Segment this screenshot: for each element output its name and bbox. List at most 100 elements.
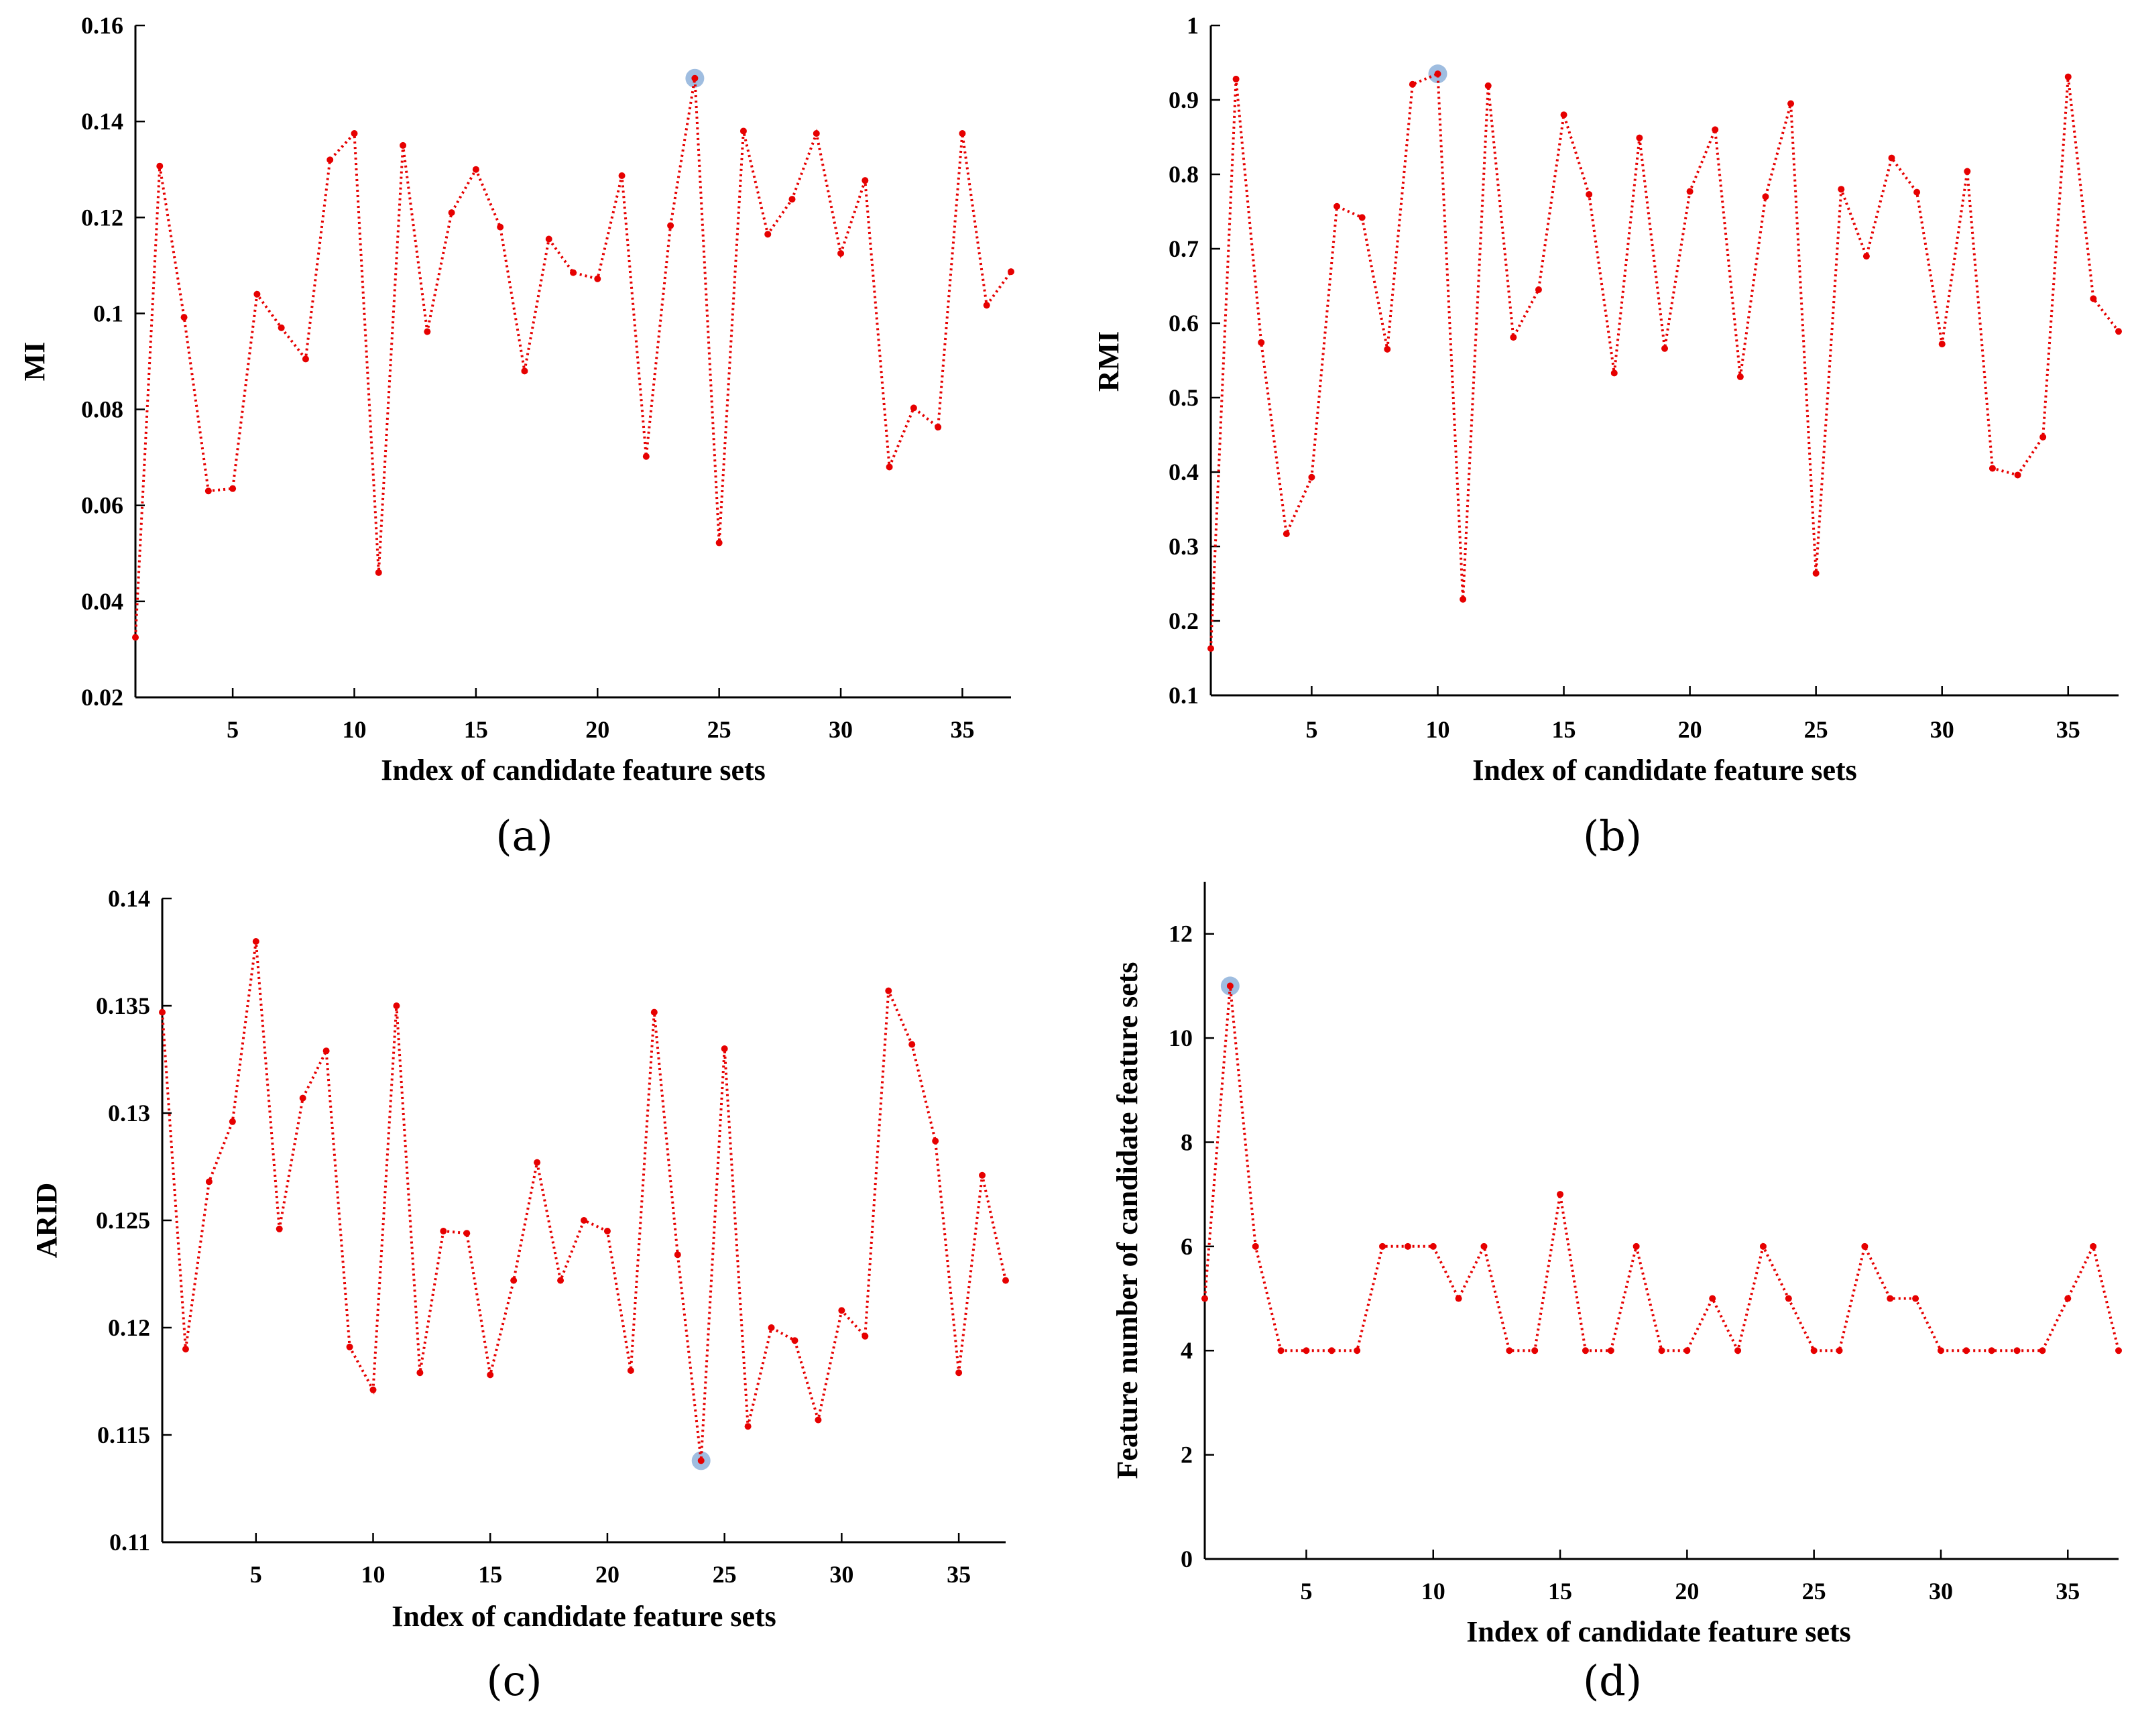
data-point <box>1912 1295 1919 1302</box>
x-tick-label: 20 <box>1678 716 1702 743</box>
data-point <box>2013 1347 2021 1354</box>
data-point <box>545 235 552 243</box>
data-point <box>1709 1295 1716 1302</box>
data-point <box>1226 982 1234 990</box>
data-point <box>667 222 674 229</box>
data-point <box>393 1002 400 1009</box>
data-point <box>1658 1347 1665 1354</box>
data-point <box>252 938 259 945</box>
y-tick-label: 4 <box>1181 1337 1193 1364</box>
data-point <box>983 302 990 309</box>
data-point <box>2039 433 2047 441</box>
y-tick-label: 0.11 <box>109 1529 150 1556</box>
data-point <box>674 1251 681 1259</box>
data-point <box>935 424 942 431</box>
data-point <box>369 1386 377 1393</box>
data-point <box>2064 1295 2072 1302</box>
chart-rmi: 0.10.20.30.40.50.60.70.80.915 10 15 20 25 30 3… <box>1092 12 2122 860</box>
data-point <box>642 453 650 460</box>
data-point <box>2090 1242 2097 1250</box>
data-point <box>1712 126 1719 133</box>
y-tick-label: 0 <box>1181 1546 1193 1572</box>
data-point <box>1409 80 1416 88</box>
data-point <box>276 1225 283 1232</box>
data-point <box>1962 1347 1970 1354</box>
data-point <box>1429 1242 1437 1250</box>
data-point <box>510 1277 518 1284</box>
data-point <box>1661 345 1668 352</box>
data-point <box>2064 73 2072 80</box>
data-point <box>2039 1347 2046 1354</box>
data-point <box>1560 111 1567 119</box>
data-point <box>1683 1347 1691 1354</box>
data-point <box>1358 214 1366 221</box>
data-point <box>691 74 699 82</box>
data-point <box>2090 295 2097 302</box>
y-tick-label: 10 <box>1169 1025 1193 1051</box>
x-tick-label: 30 <box>1930 716 1954 743</box>
data-point <box>205 1178 213 1185</box>
data-point <box>815 1416 822 1424</box>
x-tick-label: 15 <box>1548 1578 1572 1605</box>
y-tick-label: 0.4 <box>1169 459 1199 485</box>
x-tick-label: 35 <box>950 716 974 743</box>
y-tick-label: 0.7 <box>1169 235 1199 262</box>
chart-mi: 0.02 0.04 0.06 0.08 0.1 0.12 0.14 0.16 5 10 15 20 25… <box>18 12 1014 860</box>
data-point <box>180 314 188 321</box>
chart-feature-number: 0 2 4 6 8 10 12 5 10 15 20 25 30 35 Index of candidate… <box>1111 882 2122 1705</box>
data-point <box>603 1228 611 1234</box>
data-point <box>1510 334 1517 341</box>
y-tick-label: 0.14 <box>108 885 150 912</box>
data-point <box>1686 188 1694 195</box>
series-line <box>134 78 1012 638</box>
data-point <box>1506 1347 1513 1354</box>
x-tick-label: 15 <box>464 716 488 743</box>
series-line <box>161 941 1007 1461</box>
data-point <box>375 569 382 576</box>
x-tick-label: 5 <box>227 716 239 743</box>
x-tick-label: 30 <box>829 716 853 743</box>
x-tick-label: 20 <box>1675 1578 1699 1605</box>
data-point <box>1610 369 1618 377</box>
data-point <box>885 987 892 994</box>
data-point <box>1607 1347 1614 1354</box>
data-point <box>278 324 285 331</box>
data-point <box>1964 168 1971 175</box>
data-point <box>1736 373 1744 380</box>
data-point <box>764 231 772 238</box>
y-tick-label: 0.14 <box>81 108 123 135</box>
x-tick-label: 10 <box>1426 716 1450 743</box>
y-tick-label: 0.04 <box>81 588 123 615</box>
data-point <box>1913 188 1921 196</box>
x-tick-label: 25 <box>713 1561 737 1588</box>
panel-label: (b) <box>1583 811 1642 860</box>
x-tick-label: 35 <box>2056 1578 2080 1605</box>
data-point <box>1862 253 1870 260</box>
x-tick-label: 35 <box>2056 716 2080 743</box>
data-point <box>1258 339 1265 346</box>
data-point <box>1787 100 1795 107</box>
y-tick-label: 8 <box>1181 1129 1193 1155</box>
y-tick-label: 0.13 <box>108 1100 150 1126</box>
data-point <box>487 1371 494 1379</box>
data-point <box>1252 1242 1259 1250</box>
x-tick-label: 10 <box>343 716 367 743</box>
data-point <box>253 290 261 298</box>
data-point <box>862 1332 869 1340</box>
data-point <box>862 177 869 184</box>
data-point <box>1989 465 1996 472</box>
y-tick-label: 0.12 <box>108 1314 150 1341</box>
data-point <box>1861 1242 1868 1250</box>
data-point <box>739 127 747 135</box>
data-point <box>1201 1295 1208 1302</box>
data-point <box>955 1369 963 1377</box>
data-point <box>1460 595 1467 603</box>
data-point <box>497 223 504 231</box>
y-tick-label: 1 <box>1187 12 1199 39</box>
data-point <box>327 156 334 164</box>
x-tick-label: 25 <box>707 716 731 743</box>
data-point <box>1379 1242 1386 1250</box>
data-point <box>1308 473 1315 481</box>
data-point <box>2115 328 2122 335</box>
data-point <box>346 1343 353 1350</box>
